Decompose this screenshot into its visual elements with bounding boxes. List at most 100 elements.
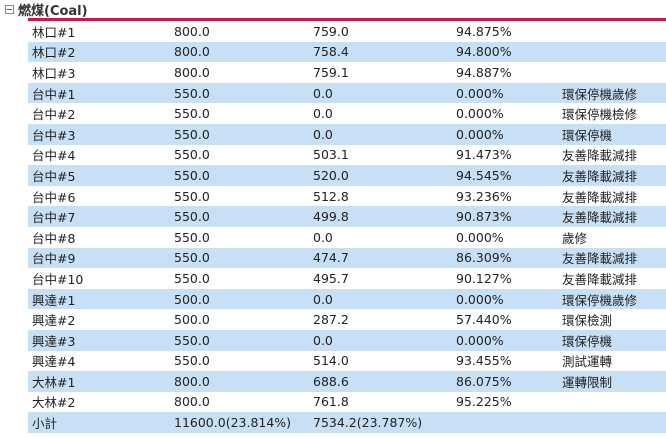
cell-capacity: 800.0 (170, 391, 309, 413)
cell-capacity: 550.0 (170, 350, 309, 372)
cell-ratio: 0.000% (452, 226, 558, 248)
table-row: 台中#7 550.0 499.8 90.873% 友善降載減排 (28, 206, 666, 227)
cell-unit: 小計 (28, 412, 170, 433)
cell-output: 503.1 (309, 144, 452, 166)
table-row: 興達#2 500.0 287.2 57.440% 環保檢測 (28, 309, 666, 330)
cell-note: 友善降載減排 (558, 185, 666, 207)
cell-note: 友善降載減排 (558, 144, 666, 166)
cell-output: 512.8 (309, 185, 452, 207)
subtotal-row: 小計 11600.0(23.814%) 7534.2(23.787%) (28, 412, 666, 433)
cell-note: 環保停機 (558, 329, 666, 351)
table-row: 興達#4 550.0 514.0 93.455% 測試運轉 (28, 350, 666, 372)
cell-ratio: 93.236% (452, 185, 558, 207)
cell-note: 歲修 (558, 226, 666, 248)
table-row: 台中#10 550.0 495.7 90.127% 友善降載減排 (28, 268, 666, 289)
cell-capacity: 550.0 (170, 185, 309, 207)
cell-output: 758.4 (309, 41, 452, 63)
cell-capacity: 550.0 (170, 206, 309, 227)
table-row: 台中#1 550.0 0.0 0.000% 環保停機歲修 (28, 82, 666, 104)
cell-note: 友善降載減排 (558, 165, 666, 186)
cell-capacity: 800.0 (170, 62, 309, 83)
cell-note (558, 21, 666, 42)
table-row: 台中#2 550.0 0.0 0.000% 環保停機檢修 (28, 103, 666, 124)
cell-ratio: 90.873% (452, 206, 558, 227)
cell-output: 0.0 (309, 82, 452, 104)
cell-unit: 大林#2 (28, 391, 170, 413)
cell-output: 0.0 (309, 123, 452, 145)
cell-unit: 台中#4 (28, 144, 170, 166)
table-row: 台中#5 550.0 520.0 94.545% 友善降載減排 (28, 165, 666, 186)
table-row: 大林#1 800.0 688.6 86.075% 運轉限制 (28, 371, 666, 392)
cell-ratio: 94.545% (452, 165, 558, 186)
cell-ratio: 95.225% (452, 391, 558, 413)
table-row: 台中#4 550.0 503.1 91.473% 友善降載減排 (28, 144, 666, 166)
cell-note: 環保停機檢修 (558, 103, 666, 124)
cell-note: 運轉限制 (558, 371, 666, 392)
cell-unit: 台中#9 (28, 247, 170, 269)
cell-output: 0.0 (309, 288, 452, 310)
cell-output: 514.0 (309, 350, 452, 372)
cell-output: 0.0 (309, 103, 452, 124)
cell-ratio: 90.127% (452, 268, 558, 289)
cell-output: 688.6 (309, 371, 452, 392)
cell-ratio: 93.455% (452, 350, 558, 372)
table-row: 興達#1 500.0 0.0 0.000% 環保停機歲修 (28, 288, 666, 310)
cell-unit: 興達#4 (28, 350, 170, 372)
generation-table: 林口#1 800.0 759.0 94.875% 林口#2 800.0 758.4 94.80… (28, 21, 666, 433)
cell-unit: 興達#2 (28, 309, 170, 330)
cell-unit: 林口#2 (28, 41, 170, 63)
cell-ratio: 86.309% (452, 247, 558, 269)
cell-unit: 台中#2 (28, 103, 170, 124)
cell-capacity: 550.0 (170, 82, 309, 104)
cell-output: 499.8 (309, 206, 452, 227)
table-row: 台中#3 550.0 0.0 0.000% 環保停機 (28, 123, 666, 145)
cell-output: 495.7 (309, 268, 452, 289)
table-row: 台中#6 550.0 512.8 93.236% 友善降載減排 (28, 185, 666, 207)
cell-ratio: 0.000% (452, 103, 558, 124)
cell-output: 287.2 (309, 309, 452, 330)
cell-note (558, 412, 666, 433)
cell-ratio: 91.473% (452, 144, 558, 166)
cell-note (558, 62, 666, 83)
cell-output: 520.0 (309, 165, 452, 186)
table-row: 大林#2 800.0 761.8 95.225% (28, 391, 666, 413)
section-header: 燃煤(Coal) (0, 0, 666, 19)
table-row: 林口#1 800.0 759.0 94.875% (28, 21, 666, 42)
cell-ratio: 94.875% (452, 21, 558, 42)
cell-ratio: 0.000% (452, 123, 558, 145)
cell-note: 測試運轉 (558, 350, 666, 372)
cell-capacity: 550.0 (170, 103, 309, 124)
cell-unit: 林口#3 (28, 62, 170, 83)
cell-capacity: 800.0 (170, 371, 309, 392)
collapse-toggle-icon[interactable] (5, 4, 14, 14)
cell-ratio: 0.000% (452, 82, 558, 104)
cell-unit: 台中#5 (28, 165, 170, 186)
table-row: 興達#3 550.0 0.0 0.000% 環保停機 (28, 329, 666, 351)
cell-output: 0.0 (309, 329, 452, 351)
cell-note: 友善降載減排 (558, 206, 666, 227)
cell-note: 友善降載減排 (558, 268, 666, 289)
table-row: 台中#9 550.0 474.7 86.309% 友善降載減排 (28, 247, 666, 269)
cell-unit: 興達#3 (28, 329, 170, 351)
section-title: 燃煤(Coal) (18, 3, 88, 19)
cell-capacity: 800.0 (170, 21, 309, 42)
cell-ratio (452, 412, 558, 433)
cell-output: 474.7 (309, 247, 452, 269)
cell-note: 環保停機歲修 (558, 288, 666, 310)
table-row: 林口#3 800.0 759.1 94.887% (28, 62, 666, 83)
cell-note: 友善降載減排 (558, 247, 666, 269)
cell-note: 環保停機 (558, 123, 666, 145)
cell-capacity: 550.0 (170, 226, 309, 248)
cell-output: 759.1 (309, 62, 452, 83)
cell-ratio: 0.000% (452, 329, 558, 351)
cell-capacity: 11600.0(23.814%) (170, 412, 309, 433)
cell-capacity: 550.0 (170, 247, 309, 269)
cell-ratio: 94.887% (452, 62, 558, 83)
cell-output: 759.0 (309, 21, 452, 42)
cell-note (558, 41, 666, 63)
cell-capacity: 550.0 (170, 165, 309, 186)
cell-capacity: 550.0 (170, 123, 309, 145)
table-row: 林口#2 800.0 758.4 94.800% (28, 41, 666, 63)
cell-ratio: 57.440% (452, 309, 558, 330)
cell-ratio: 94.800% (452, 41, 558, 63)
